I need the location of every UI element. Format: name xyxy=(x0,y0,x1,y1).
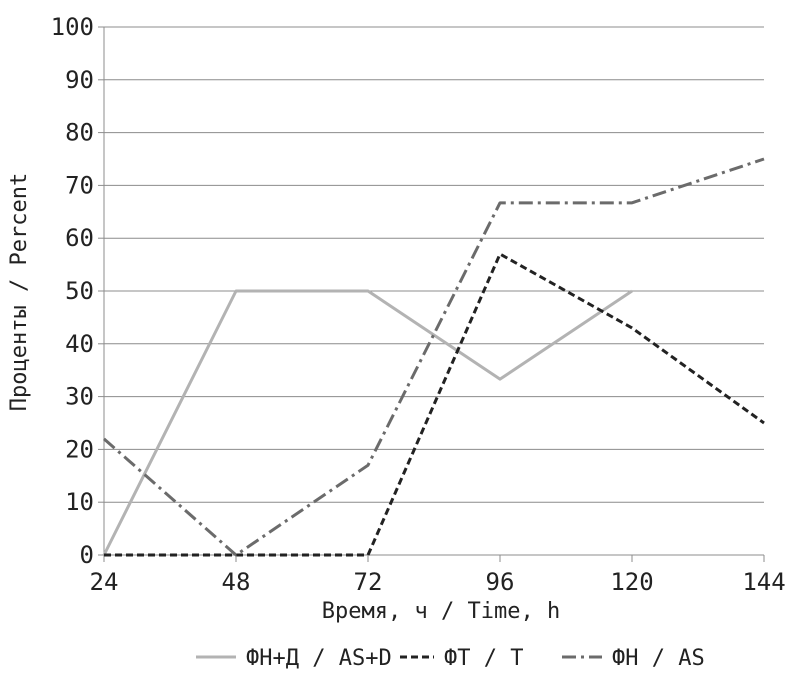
series-line-3 xyxy=(103,157,765,557)
y-axis-title: Проценты / Percent xyxy=(7,173,32,411)
legend-label-3: ФН / AS xyxy=(612,646,705,671)
series-line-2 xyxy=(104,252,765,557)
series-lines xyxy=(102,157,765,557)
y-tick-label-30: 30 xyxy=(65,383,94,411)
x-tick-label-48: 48 xyxy=(222,568,251,596)
y-tick-label-0: 0 xyxy=(80,541,94,569)
y-tick-label-10: 10 xyxy=(65,488,94,516)
tick-labels: 0 10 20 30 40 50 60 70 80 90 100 24 48 72 96 120 144 xyxy=(51,13,786,596)
gridlines xyxy=(104,26,764,503)
y-tick-label-20: 20 xyxy=(65,435,94,463)
y-tick-label-80: 80 xyxy=(65,119,94,147)
legend: ФН+Д / AS+D ФТ / Т ФН / AS xyxy=(196,646,705,671)
y-tick-label-40: 40 xyxy=(65,330,94,358)
y-tick-label-100: 100 xyxy=(51,13,94,41)
x-tick-label-120: 120 xyxy=(610,568,653,596)
y-tick-label-50: 50 xyxy=(65,277,94,305)
x-tick-label-96: 96 xyxy=(486,568,515,596)
axes xyxy=(98,26,765,562)
y-tick-label-90: 90 xyxy=(65,66,94,94)
x-tick-label-72: 72 xyxy=(354,568,383,596)
legend-label-1: ФН+Д / AS+D xyxy=(246,646,392,671)
series-line-1 xyxy=(102,289,633,556)
x-tick-label-24: 24 xyxy=(90,568,119,596)
legend-label-2: ФТ / Т xyxy=(444,646,523,671)
x-axis-title: Время, ч / Time, h xyxy=(322,599,560,624)
y-tick-label-70: 70 xyxy=(65,171,94,199)
x-tick-label-144: 144 xyxy=(742,568,785,596)
y-tick-label-60: 60 xyxy=(65,224,94,252)
